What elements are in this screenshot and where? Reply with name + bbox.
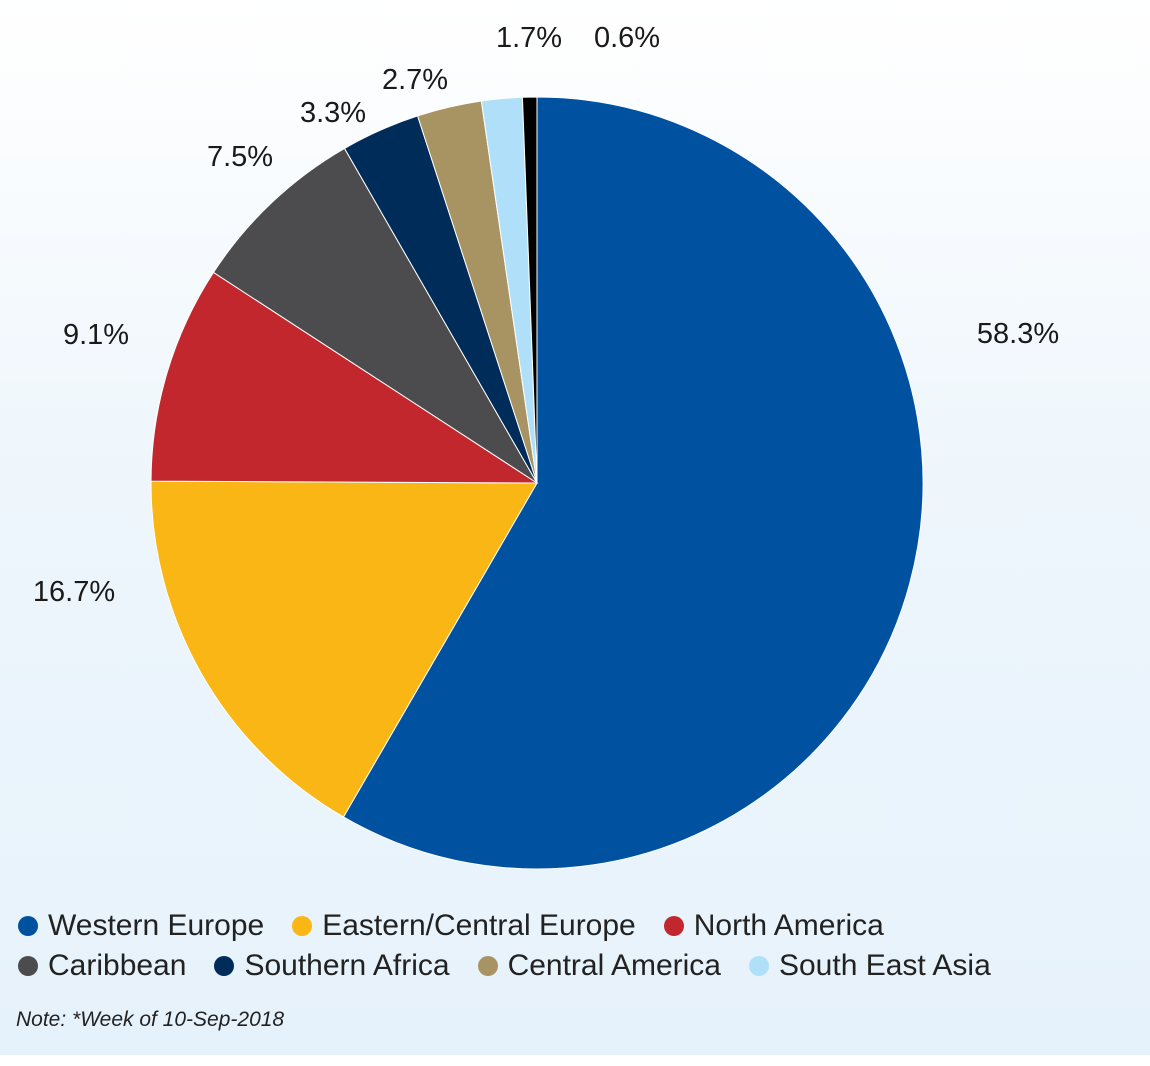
legend-item: South East Asia [748,946,991,986]
legend-swatch-icon [18,916,38,936]
legend-label: Caribbean [48,949,187,982]
legend-label: Central America [507,949,721,982]
legend-item: Southern Africa [214,946,450,986]
legend-item: Caribbean [18,946,186,986]
slice-label-central-america: 2.7% [382,64,448,96]
legend-item: Central America [477,946,721,986]
slice-label-southern-africa: 3.3% [300,97,366,129]
legend-row: Caribbean Southern Africa Central America S… [18,946,1138,986]
legend: Western Europe Eastern/Central Europe Nort… [18,906,1138,986]
legend-item: North America [663,906,884,946]
legend-label: Southern Africa [244,949,450,982]
legend-label: South East Asia [778,949,991,982]
pie-slice-caribbean [212,147,538,484]
legend-swatch-icon [214,956,235,976]
slice-label-caribbean: 7.5% [207,141,273,173]
legend-swatch-icon [477,956,498,976]
slice-label-western-europe: 58.3% [977,318,1059,350]
pie-slice-other-7 [521,96,538,484]
slice-label-north-america: 9.1% [63,319,129,351]
pie-slice-eastern-central-europe [150,480,538,818]
legend-swatch-icon [292,916,313,936]
slice-label-south-east-asia: 1.7% [496,22,562,54]
legend-swatch-icon [18,956,38,976]
chart-note: Note: *Week of 10-Sep-2018 [16,1008,285,1031]
legend-item: Eastern/Central Europe [292,906,636,946]
slice-label-other-7: 0.6% [594,22,660,54]
legend-item: Western Europe [18,906,264,946]
pie-chart: 58.3% 16.7% 9.1% 7.5% 3.3% 2.7% 1.7% 0.6% [33,22,1059,870]
pie-slice-north-america [150,271,539,484]
legend-row: Western Europe Eastern/Central Europe Nort… [18,906,1138,946]
legend-swatch-icon [748,956,769,976]
pie-slice-western-europe [342,96,924,870]
legend-label: North America [693,909,884,942]
slice-label-eastern-central-europe: 16.7% [33,576,115,608]
legend-label: Western Europe [48,909,265,942]
legend-label: Eastern/Central Europe [322,909,636,942]
legend-swatch-icon [663,916,684,936]
